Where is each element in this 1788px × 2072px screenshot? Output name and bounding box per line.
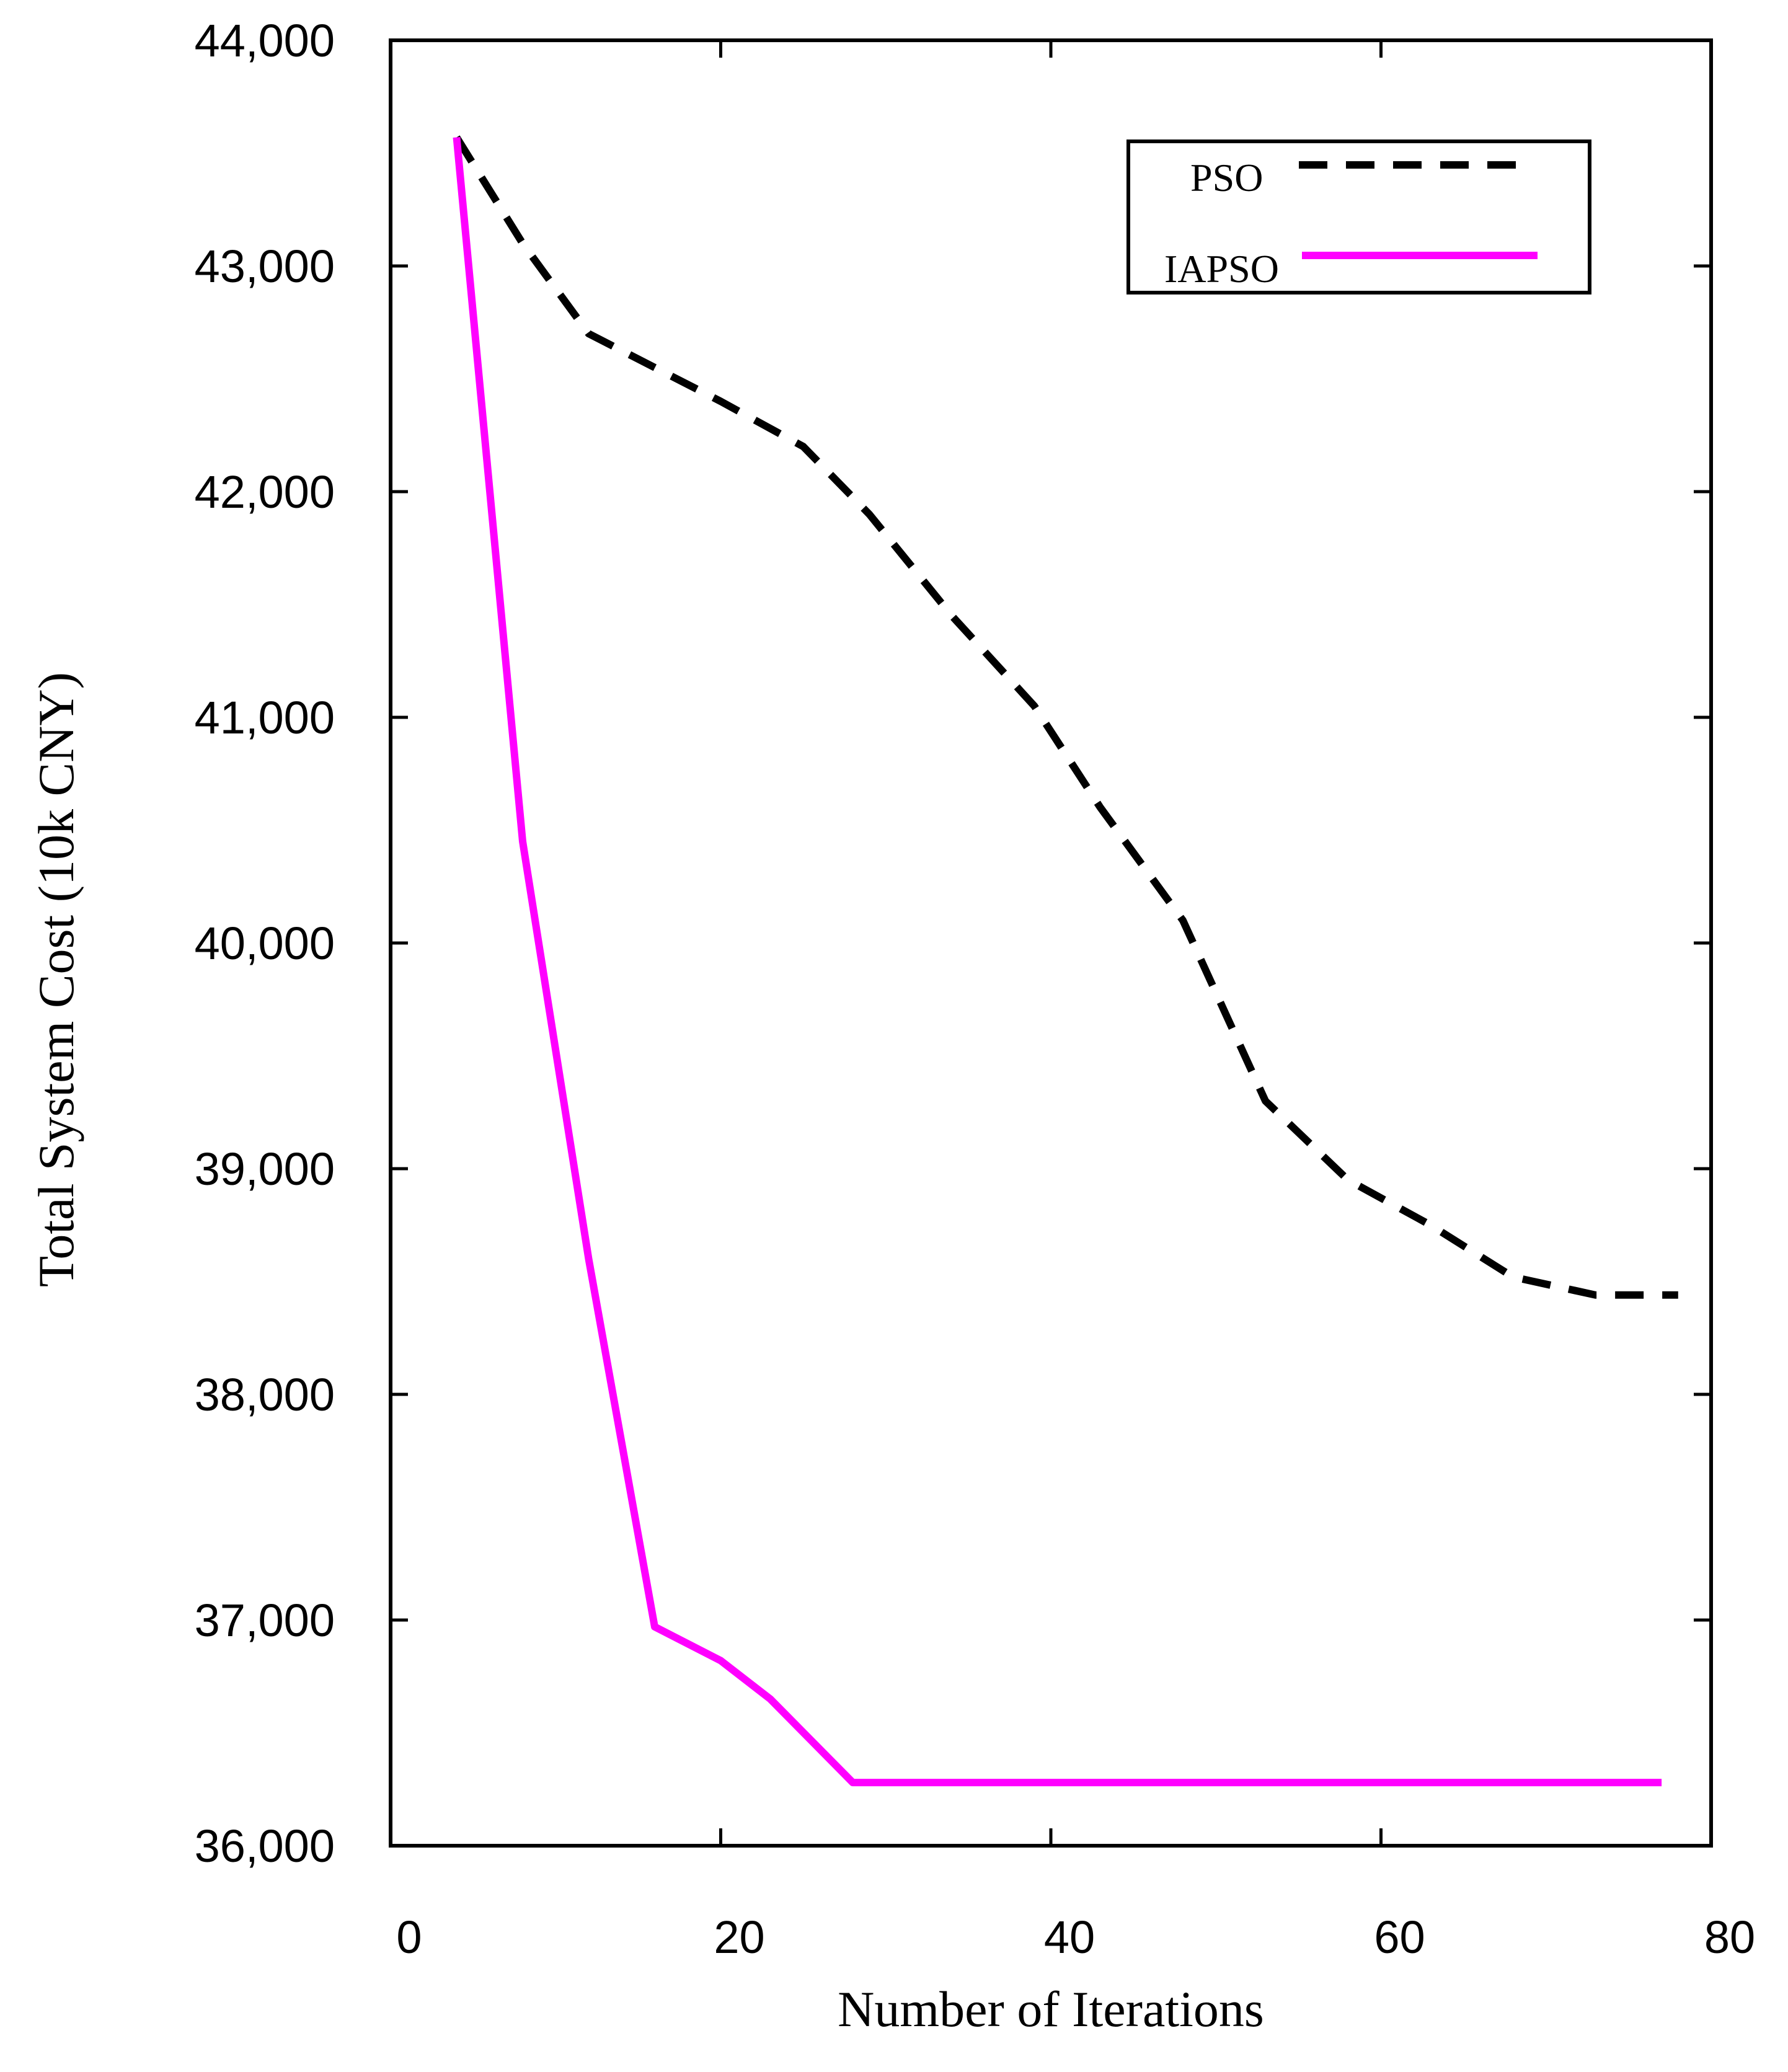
plot-area-frame (389, 38, 1713, 1848)
y-tick-label: 43,000 (195, 241, 335, 292)
series-line-iapso (453, 136, 1662, 1787)
legend-label-iapso: IAPSO (1164, 247, 1279, 291)
y-tick-label: 36,000 (195, 1820, 335, 1872)
legend-label-pso: PSO (1190, 156, 1263, 200)
y-tick-label: 40,000 (195, 918, 335, 969)
y-tick-label: 38,000 (195, 1369, 335, 1420)
series-line-pso (453, 135, 1678, 1299)
x-tick-label: 60 (1374, 1911, 1425, 1963)
y-tick-label: 41,000 (195, 692, 335, 743)
x-axis-title: Number of Iterations (838, 1981, 1264, 2037)
y-axis-title: Total System Cost (10k CNY) (28, 672, 84, 1287)
y-tick-label: 37,000 (195, 1595, 335, 1646)
y-tick-label: 39,000 (195, 1143, 335, 1195)
series-layer (453, 135, 1678, 1787)
legend: PSO IAPSO (1126, 139, 1591, 294)
x-tick-label: 40 (1044, 1911, 1095, 1963)
x-tick-label: 80 (1704, 1911, 1755, 1963)
y-tick-label: 42,000 (195, 466, 335, 518)
x-tick-label: 0 (396, 1911, 422, 1963)
y-tick-label: 44,000 (195, 15, 335, 66)
x-axis-ticks: 0 20 40 60 80 (389, 40, 1755, 1963)
y-axis-ticks: 36,000 37,000 38,000 39,000 40,000 41,000 42,0… (195, 15, 1711, 1872)
x-tick-label: 20 (714, 1911, 764, 1963)
